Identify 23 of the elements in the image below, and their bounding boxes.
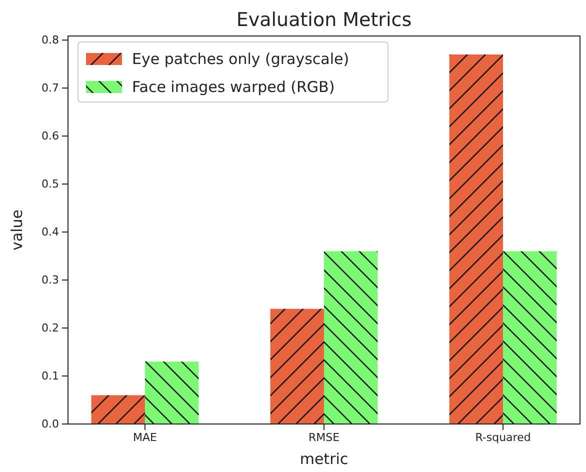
bar — [144, 362, 199, 424]
chart-title: Evaluation Metrics — [236, 9, 412, 31]
y-tick-label: 0.8 — [42, 34, 59, 47]
x-tick-label: R-squared — [475, 430, 531, 444]
x-tick-label: MAE — [132, 430, 158, 444]
y-tick-label: 0.0 — [42, 418, 59, 431]
bar — [270, 308, 324, 424]
bar — [449, 54, 504, 424]
y-tick-label: 0.3 — [42, 274, 59, 287]
legend-label: Eye patches only (grayscale) — [132, 50, 350, 68]
x-tick-label: RMSE — [308, 430, 340, 444]
bar — [91, 395, 145, 424]
bar — [324, 251, 378, 424]
y-tick-label: 0.5 — [42, 178, 59, 191]
y-tick-label: 0.1 — [42, 370, 59, 383]
y-tick-label: 0.4 — [42, 226, 59, 239]
y-tick-label: 0.7 — [42, 82, 59, 95]
legend-label: Face images warped (RGB) — [132, 78, 335, 96]
y-axis-title: value — [8, 210, 26, 250]
x-axis-title: metric — [300, 450, 348, 468]
y-tick-label: 0.2 — [42, 322, 59, 335]
y-tick-label: 0.6 — [42, 130, 59, 143]
bar — [503, 251, 557, 424]
